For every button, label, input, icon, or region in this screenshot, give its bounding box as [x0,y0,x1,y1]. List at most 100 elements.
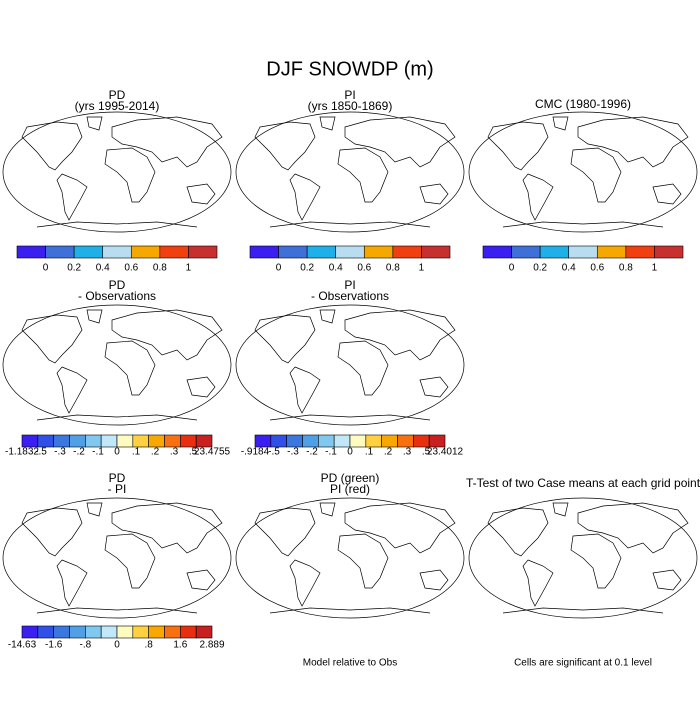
colorbar-label: 23.4012 [427,447,464,458]
colorbar-label: .5 [189,447,198,458]
colorbar-label: .8 [144,640,153,651]
colorbar-label: 2.889 [199,640,224,651]
colorbar-box [286,434,303,448]
colorbar-box [482,245,512,259]
colorbar-box [85,625,102,639]
colorbar-box [164,434,181,448]
colorbar-label: 0 [509,263,515,274]
colorbar-label: -.8 [79,640,91,651]
colorbar-box [413,434,430,448]
colorbar-label: 0 [43,263,49,274]
colorbar-label: .5 [422,447,431,458]
colorbar-label: 0.6 [590,263,604,274]
colorbar-box [349,434,367,448]
colorbar-box [116,434,134,448]
colorbar-label: .2 [151,447,160,458]
panel-title: - Observations [311,289,389,303]
colorbar-box [37,625,54,639]
colorbar-box [568,245,598,259]
colorbar-label: 23.4755 [194,447,231,458]
world-map [235,111,465,233]
colorbar-box [333,434,351,448]
colorbar-box [318,434,335,448]
panel-title: (yrs 1850-1869) [308,99,393,113]
panel-title: (yrs 1995-2014) [75,99,160,113]
colorbar-label: 0 [276,263,282,274]
panel-title: PD [109,278,126,292]
colorbar-box [421,245,451,259]
colorbar-label: -.2 [73,447,85,458]
panel-title: PI [344,278,355,292]
colorbar-box [21,434,39,448]
panel-title: PI (red) [330,482,370,496]
colorbar-label: 1 [419,263,425,274]
colorbar-label: 0.2 [533,263,547,274]
colorbar-box [335,245,365,259]
colorbar-box [132,434,149,448]
colorbar-label: 1 [652,263,658,274]
panel-title: CMC (1980-1996) [535,97,631,111]
colorbar-label: 0 [347,447,353,458]
panel-title: PD [109,471,126,485]
colorbar-label: 1 [186,263,192,274]
colorbar-label: 0 [114,447,120,458]
colorbar-label: -1.1832 [5,447,39,458]
colorbar-box [195,625,213,639]
colorbar-box [21,625,39,639]
colorbar-label: -14.63 [8,640,37,651]
colorbar-box [132,625,149,639]
world-map [2,497,232,619]
colorbar-box [148,625,165,639]
world-map [235,304,465,426]
colorbar-label: .1 [132,447,141,458]
colorbar-box [278,245,308,259]
colorbar-label: 0.8 [153,263,167,274]
colorbar-label: -.5 [35,447,47,458]
colorbar-box [188,245,218,259]
colorbar-box [37,434,54,448]
colorbar-label: 0.2 [67,263,81,274]
colorbar-box [428,434,446,448]
panel-title: PD (green) [321,471,380,485]
colorbar-label: -.5 [268,447,280,458]
colorbar-label: 1.6 [173,640,187,651]
panel-title: - PI [108,482,127,496]
world-map [235,497,465,619]
panel-title: T-Test of two Case means at each grid po… [466,476,700,490]
colorbar-box [159,245,189,259]
colorbar-box [73,245,104,259]
colorbar-label: .3 [170,447,179,458]
colorbar-label: -.1 [92,447,104,458]
colorbar-box [625,245,655,259]
world-map [468,497,698,619]
colorbar-box [397,434,414,448]
panel-note: Model relative to Obs [303,658,398,669]
colorbar-box [69,625,86,639]
world-map [468,111,698,233]
colorbar-box [180,434,197,448]
colorbar-label: -.1 [325,447,337,458]
colorbar-label: -.9184 [241,447,270,458]
panel-title: PD [109,88,126,102]
colorbar-box [102,245,132,259]
colorbar-box [270,434,287,448]
colorbar-label: 0.8 [619,263,633,274]
colorbar-box [45,245,75,259]
colorbar-label: -.2 [306,447,318,458]
colorbar-box [302,434,319,448]
colorbar-box [164,625,181,639]
panel-note: Cells are significant at 0.1 level [514,658,652,669]
colorbar-box [69,434,86,448]
colorbar-box [539,245,570,259]
world-map [2,111,232,233]
colorbar-label: .1 [365,447,374,458]
colorbar-label: 0.6 [124,263,138,274]
colorbar-box [381,434,398,448]
colorbar-box [180,625,197,639]
colorbar-label: -.3 [54,447,66,458]
colorbar-label: -1.6 [45,640,63,651]
colorbar-box [511,245,541,259]
panel-title: PI [344,88,355,102]
colorbar-box [100,625,118,639]
colorbar-label: 0.8 [386,263,400,274]
